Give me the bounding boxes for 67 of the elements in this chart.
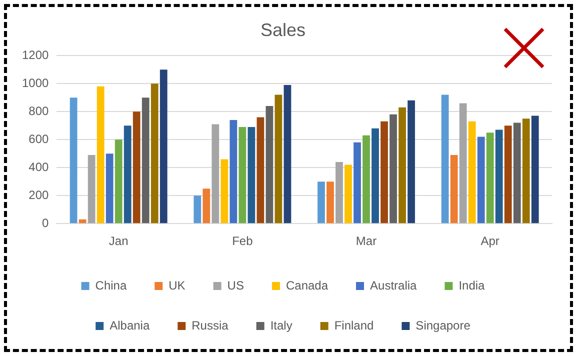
chart-title: Sales — [260, 20, 306, 40]
bar — [477, 136, 485, 224]
bar — [362, 135, 370, 224]
bar — [390, 114, 397, 224]
bar — [114, 140, 122, 224]
bar — [326, 182, 334, 224]
y-tick-label: 600 — [28, 132, 50, 146]
bar — [459, 103, 467, 224]
y-tick-label: 0 — [42, 216, 50, 230]
bar — [318, 182, 325, 224]
bar — [468, 121, 476, 224]
bar — [513, 122, 521, 224]
legend-label: Finland — [334, 318, 374, 332]
bar — [372, 128, 379, 224]
y-tick-label: 400 — [28, 160, 50, 174]
bar — [248, 127, 256, 224]
legend-label: Canada — [286, 278, 328, 292]
bar — [88, 155, 96, 224]
legend-label: Russia — [192, 318, 229, 332]
y-tick-label: 1000 — [22, 76, 50, 90]
bar — [142, 98, 150, 224]
legend-label: India — [458, 278, 486, 292]
bar — [486, 132, 494, 224]
bar — [230, 120, 238, 224]
bar — [70, 98, 78, 224]
bar — [160, 70, 168, 224]
y-tick-label: 1200 — [22, 48, 50, 62]
bar — [344, 164, 352, 224]
bar — [194, 196, 202, 224]
legend-label: UK — [168, 278, 186, 292]
bar — [336, 162, 343, 224]
y-tick-label: 800 — [28, 104, 50, 118]
bar — [398, 107, 406, 224]
x-tick-label: Mar — [356, 234, 377, 248]
bar — [212, 124, 220, 224]
bar — [284, 85, 292, 224]
bar — [150, 84, 158, 224]
legend-label: US — [227, 278, 244, 292]
legend-label: Italy — [270, 318, 292, 332]
bar — [274, 94, 282, 224]
bar — [504, 126, 512, 224]
y-tick-label: 200 — [28, 188, 50, 202]
bar — [495, 130, 503, 224]
bar — [124, 126, 132, 224]
x-tick-label: Jan — [108, 234, 128, 248]
x-tick-label: Feb — [232, 234, 254, 248]
bar — [78, 219, 86, 224]
legend-label: China — [95, 278, 127, 292]
x-tick-label: Apr — [480, 234, 500, 248]
bar — [238, 127, 246, 224]
bar — [380, 121, 388, 224]
bar — [441, 94, 449, 224]
bar — [531, 116, 539, 224]
legend-label: Australia — [370, 278, 418, 292]
bar — [266, 106, 274, 224]
bar — [106, 154, 114, 224]
bar — [408, 100, 415, 224]
legend-label: Albania — [110, 318, 150, 332]
bar — [202, 188, 210, 224]
legend-label: Singapore — [416, 318, 471, 332]
bar — [96, 86, 104, 224]
bar — [256, 117, 264, 224]
bar — [354, 142, 361, 224]
bar — [450, 155, 458, 224]
bar — [522, 118, 530, 224]
bar — [132, 112, 140, 224]
bar — [220, 159, 228, 224]
